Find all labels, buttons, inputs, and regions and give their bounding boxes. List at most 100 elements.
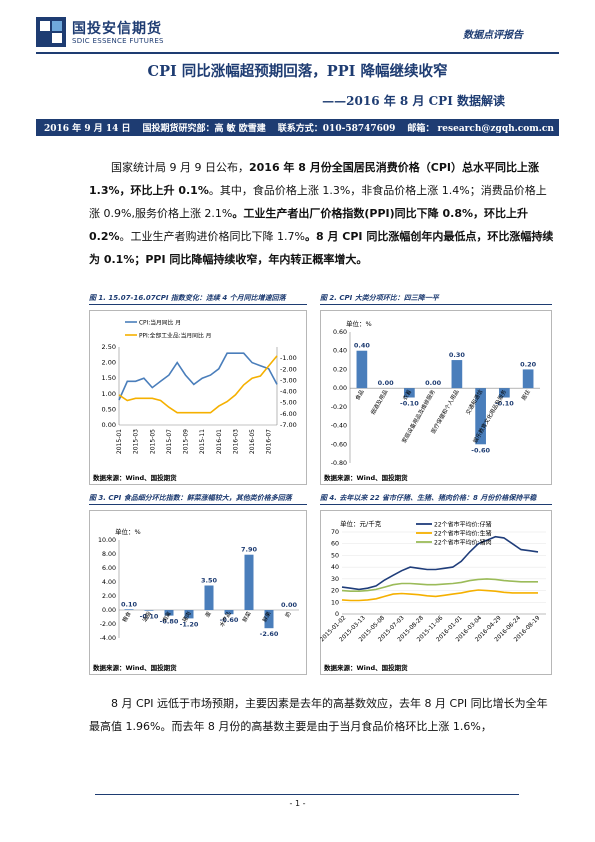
report-title: CPI 同比涨幅超预期回落，PPI 降幅继续收窄 xyxy=(147,63,448,80)
x-tick-label: 2016-01 xyxy=(216,429,223,454)
y-tick-label: 0.00 xyxy=(333,385,347,392)
report-type: 数据点评报告 xyxy=(463,30,523,41)
data-source: 数据来源：Wind、国投期货 xyxy=(93,473,177,482)
bar-value-label: -0.60 xyxy=(471,446,490,454)
para1-bold-3: 。8 月 CPI 同比涨幅创年内最低点，环比涨幅持续为 0.1%；PPI 同比降… xyxy=(89,230,554,266)
right-tick-label: -5.00 xyxy=(280,399,297,407)
right-tick-label: -2.00 xyxy=(280,365,297,373)
bar-value-label: -0.60 xyxy=(220,616,239,624)
contact-phone: 联系方式：010-58747609 xyxy=(277,124,396,134)
right-tick-label: -3.00 xyxy=(280,376,297,384)
chart-cpi-ppi: 0.00 0.50 1.00 1.50 2.00 2.50 -1.00 -2.00 -3.00 -… xyxy=(89,310,307,485)
series-line-3 xyxy=(341,578,538,592)
y-tick-label: -0.40 xyxy=(331,423,347,430)
legend-label-1: 22个省市平均价:仔猪 xyxy=(434,521,492,529)
y-tick-label: -2.00 xyxy=(100,621,116,628)
bar-水产品 xyxy=(224,610,234,615)
y-unit-label: 单位：元/千克 xyxy=(340,519,382,528)
left-tick-label: 0.00 xyxy=(102,421,116,429)
bar-value-label: -0.10 xyxy=(140,613,159,621)
bar-鲜菜 xyxy=(244,554,254,610)
category-label: 居住 xyxy=(519,388,532,402)
analysis-paragraph: 8 月 CPI 远低于市场预期，主要因素是去年的高基数效应，去年 8 月 CPI… xyxy=(89,697,548,733)
x-tick-label: 2015-05 xyxy=(149,429,156,454)
y-unit-label: 单位：% xyxy=(346,319,372,328)
legend-label-3: 22个省市平均价:猪肉 xyxy=(434,539,492,547)
left-tick-label: 0.50 xyxy=(102,405,116,413)
chart-frame xyxy=(89,310,307,485)
left-tick-label: 1.50 xyxy=(102,374,116,382)
left-tick-label: 2.00 xyxy=(102,359,116,367)
company-logo-icon xyxy=(36,17,66,47)
series-line-1 xyxy=(341,535,539,591)
y-tick-label: -0.60 xyxy=(331,441,347,448)
company-name-cn: 国投安信期货 xyxy=(72,21,162,37)
para1-bold-1: 2016 年 8 月份全国居民消费价格（CPI）总水平同比上涨 1.3%，环比上… xyxy=(89,161,539,197)
y-tick-label: 4.00 xyxy=(102,579,116,586)
y-tick-label: 10 xyxy=(331,599,339,606)
bar-衣着 xyxy=(404,388,415,398)
y-tick-label: 0.40 xyxy=(333,348,347,355)
fig4-title: 图 4. 去年以来 22 省市仔猪、生猪、猪肉价格：8 月份价格保持平稳 xyxy=(320,494,537,502)
bar-食品 xyxy=(356,350,368,389)
legend-label-2: 22个省市平均价:生猪 xyxy=(434,530,492,538)
y-tick-label: 8.00 xyxy=(102,551,116,558)
data-source: 数据来源：Wind、国投期货 xyxy=(324,663,408,672)
left-tick-label: 1.00 xyxy=(102,390,116,398)
bar-交通和通信 xyxy=(475,388,486,445)
para1-text-2: 。其中，食品价格上涨 1.3%，非食品价格上涨 1.4%；消费品价格上涨 0.9… xyxy=(89,184,547,220)
info-bar: 2016 年 9 月 14 日 国投期货研究部：高 敏 欧雪建 联系方式：010… xyxy=(36,119,559,136)
footer-divider xyxy=(95,794,519,795)
page-number: - 1 - xyxy=(289,799,306,808)
fig2-title: 图 2. CPI 大类分项环比：四三降一平 xyxy=(320,294,439,302)
y-tick-label: 2.00 xyxy=(102,593,116,600)
para1-text-3: 。工业生产者购进价格同比下降 1.7% xyxy=(119,230,305,243)
header-divider xyxy=(36,52,559,54)
y-tick-label: -4.00 xyxy=(100,635,116,642)
chart-frame xyxy=(89,510,307,675)
series-line-2 xyxy=(341,589,538,602)
data-source: 数据来源：Wind、国投期货 xyxy=(324,473,408,482)
bar-value-label: 0.00 xyxy=(281,601,298,609)
data-source: 数据来源：Wind、国投期货 xyxy=(93,663,177,672)
fig3-rule xyxy=(89,504,307,505)
chart-food-subitems: 单位：%10.00 8.00 6.00 4.00 2.00 0.00 -2.00 -4.00 0… xyxy=(89,510,307,675)
bar-蛋 xyxy=(204,585,214,610)
contact-email[interactable]: 邮箱： research@zgqh.com.cn xyxy=(407,124,554,134)
chart-frame xyxy=(320,510,552,675)
bar-value-label: 0.00 xyxy=(425,379,442,387)
bar-value-label: -1.20 xyxy=(180,620,199,628)
report-date: 2016 年 9 月 14 日 xyxy=(44,124,131,134)
x-tick-label: 2015-11 xyxy=(199,429,206,454)
bar-医疗保健和个人用品 xyxy=(451,360,463,389)
para1-text-1: 国家统计局 9 月 9 日公布， xyxy=(111,161,249,174)
y-tick-label: -0.20 xyxy=(331,404,347,411)
y-tick-label: 50 xyxy=(331,552,339,559)
category-label: 奶 xyxy=(283,610,293,619)
x-tick-label: 2015-09 xyxy=(183,429,190,454)
y-tick-label: 10.00 xyxy=(98,537,116,544)
x-tick-label: 2015-03 xyxy=(133,429,140,454)
category-label: 蛋 xyxy=(203,610,213,619)
bar-value-label: -0.10 xyxy=(400,400,419,408)
chart-cpi-categories: 单位：%0.60 0.40 0.20 0.00 -0.20 -0.40 -0.60 -0.80… xyxy=(320,310,552,485)
series-line-2 xyxy=(118,355,278,414)
y-tick-label: -0.80 xyxy=(331,460,347,467)
y-unit-label: 单位：% xyxy=(115,527,141,536)
y-tick-label: 60 xyxy=(331,541,339,548)
bar-value-label: 7.90 xyxy=(241,546,258,554)
bar-value-label: 0.00 xyxy=(378,379,395,387)
bar-肉禽 xyxy=(164,610,174,616)
chart-pig-prices: 单位：元/千克0102030405060702015-01-022015-03-… xyxy=(320,510,552,675)
bar-油脂 xyxy=(144,610,154,611)
legend-label-1: CPI:当月同比 月 xyxy=(139,319,181,327)
category-label: 食品 xyxy=(353,388,366,402)
y-tick-label: 40 xyxy=(331,564,339,571)
bar-value-label: 0.30 xyxy=(449,351,466,359)
chart-frame xyxy=(320,310,552,485)
y-tick-label: 0.00 xyxy=(102,607,116,614)
bar-居住 xyxy=(522,369,534,389)
y-tick-label: 70 xyxy=(331,529,339,536)
y-tick-label: 0 xyxy=(335,611,339,618)
bar-value-label: 0.10 xyxy=(121,600,138,608)
